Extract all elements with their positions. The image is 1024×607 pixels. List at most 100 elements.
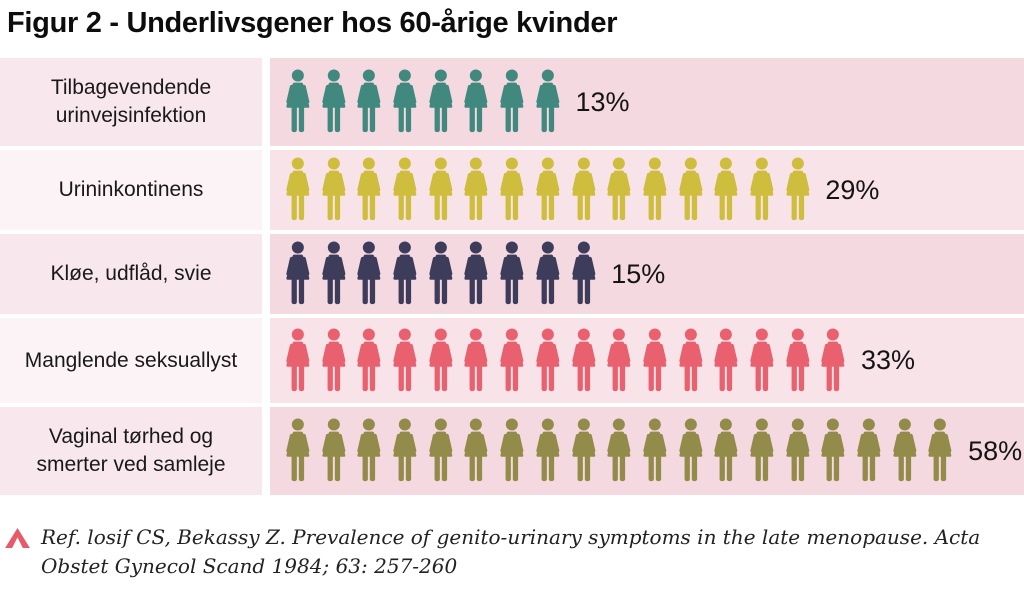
woman-icon <box>785 418 809 482</box>
woman-icon <box>821 418 845 482</box>
woman-icon <box>607 328 631 391</box>
woman-icon <box>429 241 453 305</box>
woman-icon <box>643 418 667 482</box>
icon-cell: 58% <box>270 407 1024 495</box>
woman-icon <box>464 328 488 391</box>
category-label: Tilbagevendende urinvejsinfektion <box>50 76 212 127</box>
category-label: Urininkontinens <box>58 178 204 202</box>
woman-icon <box>464 241 488 305</box>
woman-icon <box>429 328 453 391</box>
woman-icon <box>750 418 774 482</box>
woman-icon <box>286 241 310 305</box>
chart-row: Kløe, udflåd, svie 15% <box>0 234 1024 314</box>
chart-row: Urininkontinens 29% <box>0 150 1024 230</box>
woman-icon <box>500 241 524 305</box>
icon-cell: 15% <box>270 234 1024 314</box>
woman-icon <box>678 157 702 221</box>
woman-icon <box>893 418 917 482</box>
woman-icon <box>286 418 310 482</box>
woman-icon <box>357 328 381 391</box>
woman-icon <box>322 418 346 482</box>
value-label: 13% <box>575 86 630 117</box>
woman-icon <box>393 69 417 133</box>
woman-icon <box>571 328 595 391</box>
woman-icon <box>286 328 310 391</box>
woman-icon <box>643 157 667 221</box>
woman-icon <box>357 241 381 305</box>
woman-icon <box>393 418 417 482</box>
category-label-cell: Kløe, udflåd, svie <box>0 234 262 314</box>
pictogram-chart: Tilbagevendende urinvejsinfektion 13% Urin… <box>0 58 1024 495</box>
category-label-cell: Manglende seksuallyst <box>0 318 262 403</box>
woman-icon <box>286 157 310 221</box>
reference-footer: Ref. losif CS, Bekassy Z. Prevalence of … <box>5 523 1019 581</box>
reference-line-2: Obstet Gynecol Scand 1984; 63: 257-260 <box>41 554 458 578</box>
woman-icon <box>571 418 595 482</box>
woman-icon <box>643 328 667 391</box>
woman-icon <box>429 69 453 133</box>
woman-icon <box>500 328 524 391</box>
woman-icon <box>322 157 346 221</box>
woman-icon <box>286 69 310 133</box>
woman-icon <box>429 157 453 221</box>
woman-icon <box>821 328 845 391</box>
woman-icon <box>357 418 381 482</box>
category-label-cell: Tilbagevendende urinvejsinfektion <box>0 58 262 146</box>
woman-icon <box>464 69 488 133</box>
woman-icon <box>500 157 524 221</box>
woman-icon <box>750 157 774 221</box>
woman-icon <box>536 69 560 133</box>
woman-icon <box>714 328 738 391</box>
woman-icon <box>393 328 417 391</box>
category-label: Manglende seksuallyst <box>24 348 238 372</box>
woman-icon <box>393 241 417 305</box>
woman-icon <box>322 69 346 133</box>
value-label: 33% <box>861 345 916 375</box>
category-label: Vaginal tørhed og smerter ved samleje <box>36 425 226 476</box>
woman-icon <box>536 157 560 221</box>
woman-icon <box>607 418 631 482</box>
icon-cell: 13% <box>270 58 1024 146</box>
woman-icon <box>571 157 595 221</box>
woman-icon <box>536 328 560 391</box>
icon-cell: 33% <box>270 318 1024 403</box>
caret-up-icon <box>5 528 30 553</box>
woman-icon <box>322 241 346 305</box>
woman-icon <box>464 157 488 221</box>
value-label: 29% <box>825 174 880 205</box>
woman-icon <box>785 157 809 221</box>
figure-header: Figur 2 - Underlivsgener hos 60-årige kv… <box>0 0 1024 58</box>
figure-title: Figur 2 - Underlivsgener hos 60-årige kv… <box>7 7 618 39</box>
woman-icon <box>500 418 524 482</box>
woman-icon <box>607 157 631 221</box>
woman-icon <box>571 241 595 305</box>
icon-strip <box>283 328 848 394</box>
reference-text: Ref. losif CS, Bekassy Z. Prevalence of … <box>41 523 980 581</box>
woman-icon <box>857 418 881 482</box>
icon-strip <box>283 418 955 484</box>
chart-row: Manglende seksuallyst 33% <box>0 318 1024 403</box>
chart-row: Vaginal tørhed og smerter ved samleje 58% <box>0 407 1024 495</box>
category-label-cell: Urininkontinens <box>0 150 262 230</box>
woman-icon <box>500 69 524 133</box>
woman-icon <box>464 418 488 482</box>
woman-icon <box>357 69 381 133</box>
woman-icon <box>750 328 774 391</box>
reference-line-1: Ref. losif CS, Bekassy Z. Prevalence of … <box>41 525 981 549</box>
woman-icon <box>928 418 952 482</box>
woman-icon <box>678 328 702 391</box>
category-label: Kløe, udflåd, svie <box>50 262 212 286</box>
woman-icon <box>322 328 346 391</box>
woman-icon <box>785 328 809 391</box>
woman-icon <box>714 157 738 221</box>
category-label-cell: Vaginal tørhed og smerter ved samleje <box>0 407 262 495</box>
woman-icon <box>536 241 560 305</box>
woman-icon <box>357 157 381 221</box>
woman-icon <box>678 418 702 482</box>
chart-row: Tilbagevendende urinvejsinfektion 13% <box>0 58 1024 146</box>
value-label: 15% <box>611 258 666 289</box>
icon-cell: 29% <box>270 150 1024 230</box>
icon-strip <box>283 157 812 223</box>
woman-icon <box>393 157 417 221</box>
woman-icon <box>429 418 453 482</box>
